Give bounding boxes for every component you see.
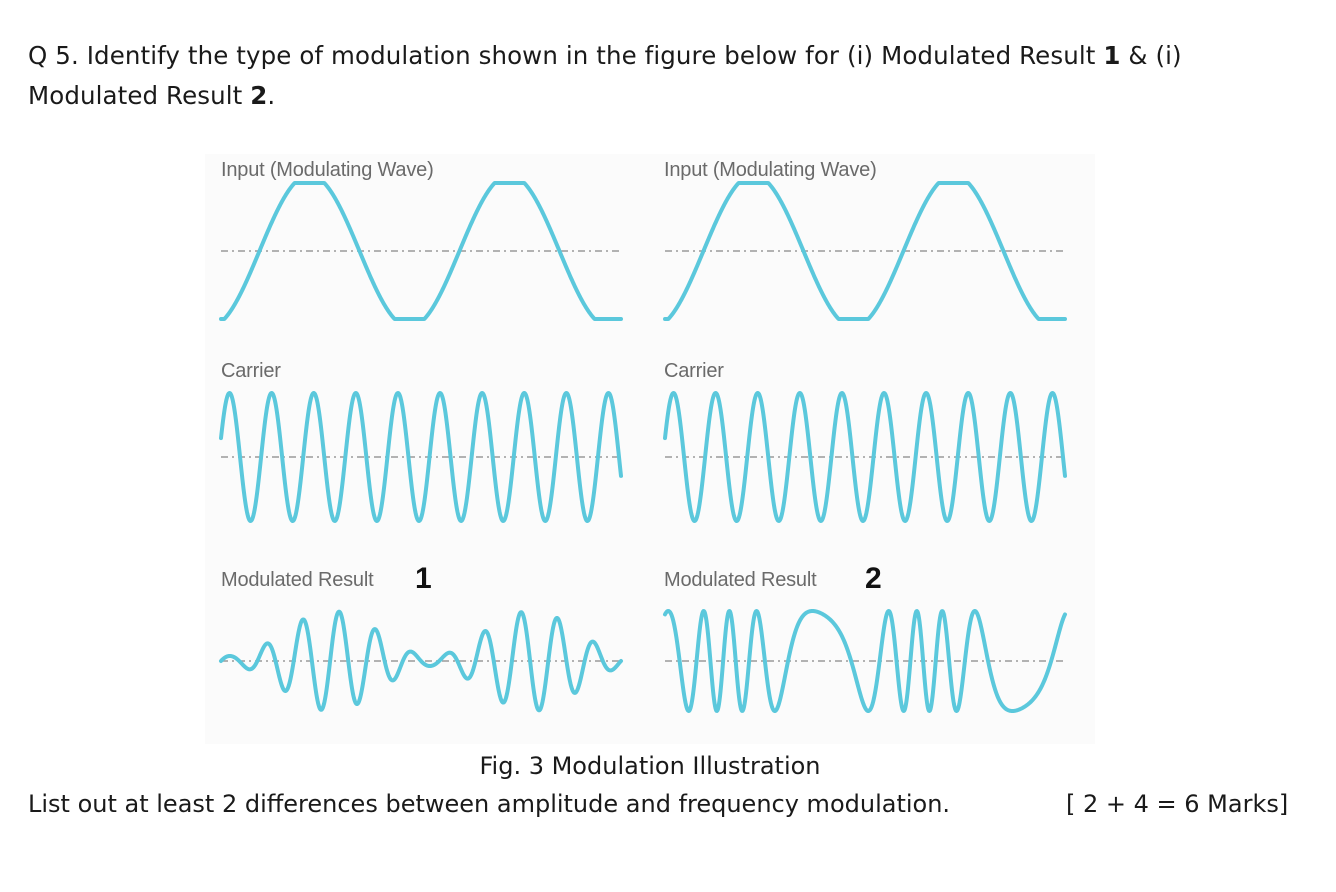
question-suffix: .: [267, 81, 276, 110]
task-text: List out at least 2 differences between …: [28, 790, 951, 818]
input-wave-left: [219, 181, 623, 321]
modulation-figure: Input (Modulating Wave) Input (Modulatin…: [205, 154, 1095, 744]
result-label-left: Modulated Result: [221, 569, 374, 591]
result-2-ref: 2: [250, 81, 268, 110]
question-text: Q 5. Identify the type of modulation sho…: [28, 36, 1298, 116]
marks-text: [ 2 + 4 = 6 Marks]: [1066, 790, 1289, 818]
figure-caption: Fig. 3 Modulation Illustration: [479, 752, 821, 780]
result-label-right: Modulated Result: [664, 569, 817, 591]
carrier-label-left: Carrier: [221, 360, 281, 382]
input-wave-right: [663, 181, 1067, 321]
input-label-left: Input (Modulating Wave): [221, 159, 434, 181]
question-prefix: Q 5. Identify the type of modulation sho…: [28, 41, 1104, 70]
carrier-label-right: Carrier: [664, 360, 724, 382]
carrier-wave-right: [663, 391, 1067, 523]
carrier-wave-left: [219, 391, 623, 523]
input-label-right: Input (Modulating Wave): [664, 159, 877, 181]
waveform-canvas: [219, 181, 1067, 713]
result-number-1: 1: [415, 562, 432, 595]
result-wave-right: [663, 609, 1067, 713]
result-number-2: 2: [865, 562, 882, 595]
result-wave-left: [219, 609, 623, 713]
question-mid: & (i) Modulated Result: [28, 41, 1182, 110]
result-1-ref: 1: [1103, 41, 1121, 70]
